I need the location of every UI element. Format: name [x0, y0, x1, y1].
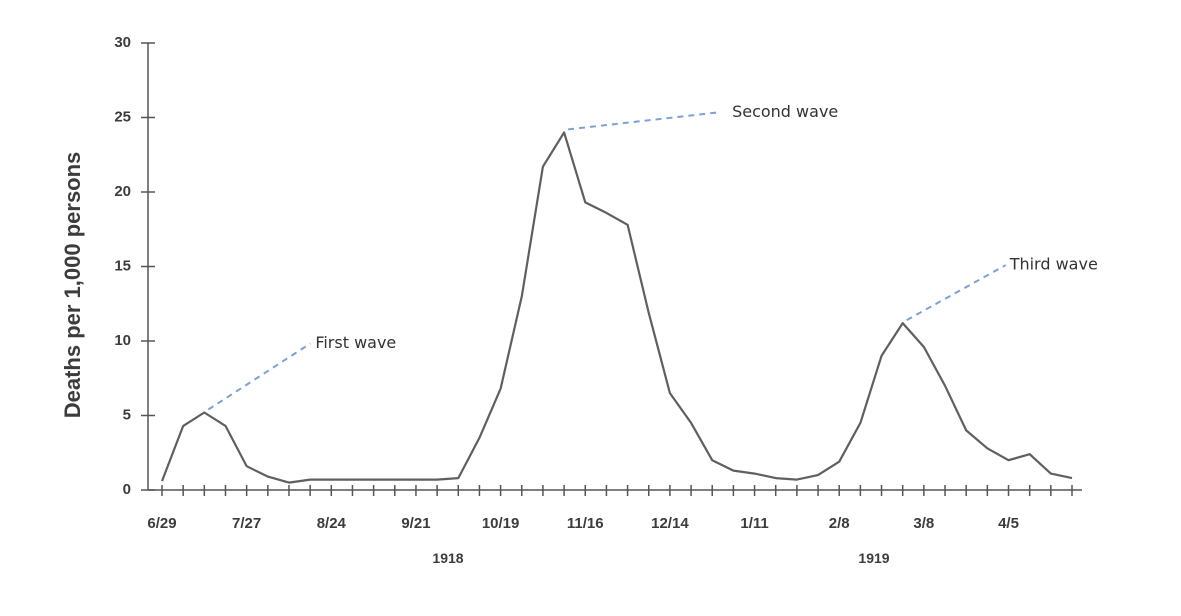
- year-label-1919: 1919: [858, 550, 889, 566]
- y-tick-label: 25: [114, 108, 131, 125]
- x-tick-label: 12/14: [651, 515, 689, 532]
- x-tick-label: 10/19: [482, 515, 520, 532]
- annotation-label: First wave: [315, 333, 396, 352]
- x-tick-label: 3/8: [913, 515, 934, 532]
- series-layer: [160, 131, 1073, 484]
- year-label-1918: 1918: [432, 550, 463, 566]
- x-tick-label: 7/27: [232, 515, 261, 532]
- annotation-leader: [906, 264, 1007, 321]
- x-tick-label: 1/11: [740, 515, 768, 532]
- x-tick-label: 9/21: [401, 515, 430, 532]
- y-tick-label: 15: [114, 257, 131, 274]
- y-axis-label: Deaths per 1,000 persons: [60, 152, 85, 419]
- annotation-label: Third wave: [1009, 255, 1098, 274]
- x-tick-label: 4/5: [998, 515, 1019, 532]
- annotation-leader: [567, 111, 719, 131]
- y-tick-label: 5: [123, 406, 131, 423]
- x-tick-label: 6/29: [147, 515, 176, 532]
- y-tick-label: 20: [114, 183, 131, 200]
- annotation-layer: First wave Second wave Third wave: [207, 102, 1098, 411]
- x-axis: 6/29 7/27 8/24 9/21 10/19 11/16 12/14 1/11 2/8 3/…: [147, 485, 1082, 532]
- x-tick-label: 11/16: [567, 515, 604, 532]
- y-tick-label: 10: [114, 332, 131, 349]
- annotation-leader: [207, 342, 311, 411]
- x-tick-label: 2/8: [829, 515, 850, 532]
- y-axis: 0 5 10 15 20 25 30: [114, 34, 155, 498]
- x-tick-label: 8/24: [317, 515, 347, 532]
- y-tick-label: 30: [114, 34, 131, 51]
- series-line: [160, 131, 1073, 484]
- y-tick-label: 0: [123, 481, 131, 498]
- annotation-label: Second wave: [732, 102, 838, 121]
